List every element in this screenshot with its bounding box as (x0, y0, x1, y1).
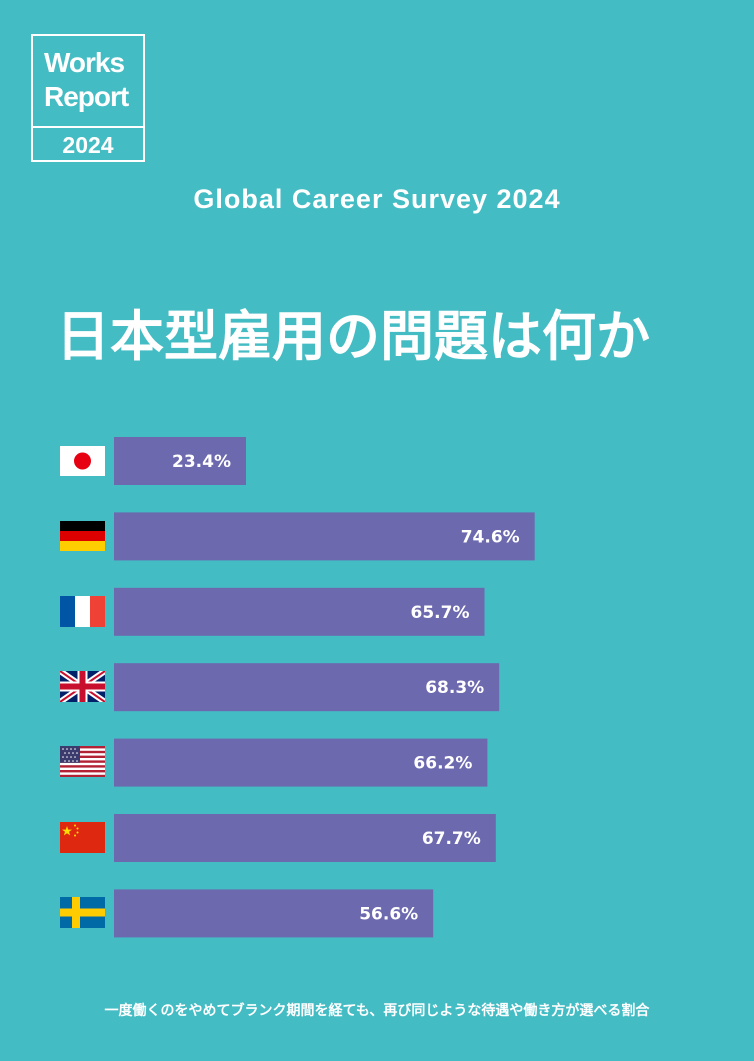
usa-flag-icon (60, 746, 105, 777)
survey-title: Global Career Survey 2024 (193, 184, 561, 214)
uk-flag-icon (60, 671, 105, 702)
logo-line-report: Report (44, 81, 129, 112)
bar-usa (114, 738, 488, 787)
germany-flag-icon (60, 521, 105, 551)
bar-france (114, 587, 485, 636)
sweden-flag-icon (60, 897, 105, 928)
footer-note: 一度働くのをやめてブランク期間を経ても、再び同じような待遇や働き方が選べる割合 (104, 1003, 650, 1019)
logo-year: 2024 (62, 132, 114, 158)
logo-title: Works Report (33, 36, 143, 128)
bar-label-sweden: 56.6% (359, 904, 418, 924)
bar-label-china: 67.7% (422, 829, 481, 849)
bar-label-germany: 74.6% (461, 527, 520, 547)
bar-sweden (114, 889, 434, 938)
bar-label-france: 65.7% (411, 603, 470, 623)
bar-label-usa: 66.2% (413, 754, 472, 774)
works-report-logo: Works Report 2024 (31, 34, 145, 162)
logo-line-works: Works (44, 47, 125, 78)
main-title: 日本型雇用の問題は何か (56, 305, 650, 368)
bar-japan (114, 437, 246, 485)
bar-label-uk: 68.3% (425, 678, 484, 698)
france-flag-icon (60, 596, 105, 627)
bar-label-japan: 23.4% (172, 452, 231, 472)
japan-flag-icon (60, 446, 105, 476)
bar-uk (114, 663, 500, 712)
bar-germany (114, 512, 535, 561)
china-flag-icon (60, 822, 105, 853)
bar-china (114, 814, 496, 862)
